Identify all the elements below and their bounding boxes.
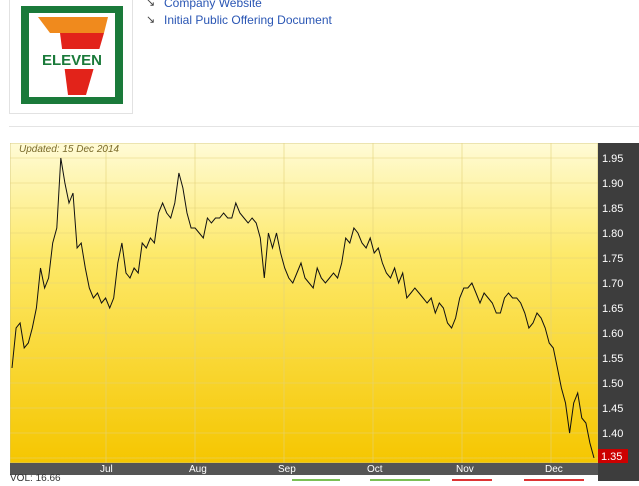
y-tick-label: 1.60 <box>602 328 623 340</box>
y-tick-label: 1.70 <box>602 278 623 290</box>
x-tick-label: Sep <box>278 464 296 475</box>
legend-fragment-green <box>292 476 340 484</box>
arrow-down-right-icon: ↘ <box>146 0 156 9</box>
y-tick-label: 1.45 <box>602 403 623 415</box>
y-tick-label: 1.90 <box>602 178 623 190</box>
x-tick-label: Jul <box>100 464 113 475</box>
y-tick-label: 1.55 <box>602 353 623 365</box>
y-axis-ticks: 1.35 1.40 1.45 1.50 1.55 1.60 1.65 1.70 1.75 1.80… <box>602 153 623 465</box>
current-value-box <box>598 449 628 463</box>
y-tick-label: 1.40 <box>602 428 623 440</box>
x-tick-label: Oct <box>367 464 383 475</box>
volume-label: VOL: 16.66 <box>10 473 61 484</box>
y-tick-label: 1.80 <box>602 228 623 240</box>
y-tick-label: 1.85 <box>602 203 623 215</box>
logo-brand-text: ELEVEN <box>42 52 102 69</box>
section-divider <box>9 126 639 127</box>
x-axis-bar <box>10 463 598 475</box>
price-chart: 1.35 1.40 1.45 1.50 1.55 1.60 1.65 1.70 1.75 1.80… <box>9 142 639 481</box>
price-chart-svg: 1.35 1.40 1.45 1.50 1.55 1.60 1.65 1.70 1.75 1.80… <box>9 142 639 481</box>
y-tick-label: 1.50 <box>602 378 623 390</box>
current-value-label: 1.35 <box>601 451 622 463</box>
x-axis-ticks: Jul Aug Sep Oct Nov Dec <box>100 464 563 475</box>
y-tick-label: 1.95 <box>602 153 623 165</box>
ipo-document-link[interactable]: ↘ Initial Public Offering Document <box>146 11 332 28</box>
company-logo-box: ELEVEN <box>9 0 133 114</box>
y-axis-panel <box>598 143 639 481</box>
company-website-link[interactable]: ↘ Company Website <box>146 0 332 11</box>
updated-label: Updated: 15 Dec 2014 <box>19 144 120 155</box>
x-tick-label: Nov <box>456 464 474 475</box>
grid-lines <box>10 143 598 463</box>
x-tick-label: Aug <box>189 464 207 475</box>
company-website-label[interactable]: Company Website <box>164 0 262 10</box>
legend-fragment-green-2 <box>370 476 430 484</box>
legend-fragment-red-2 <box>524 476 584 484</box>
ipo-document-label[interactable]: Initial Public Offering Document <box>164 12 332 27</box>
arrow-down-right-icon: ↘ <box>146 14 156 26</box>
plot-area <box>9 142 599 464</box>
seven-eleven-logo: ELEVEN <box>18 3 126 107</box>
company-links: ↘ Company Website ↘ Initial Public Offer… <box>146 0 332 28</box>
legend-fragment-red <box>452 476 492 484</box>
price-line-series <box>11 157 595 459</box>
y-tick-label: 1.65 <box>602 303 623 315</box>
y-tick-label: 1.75 <box>602 253 623 265</box>
x-tick-label: Dec <box>545 464 563 475</box>
